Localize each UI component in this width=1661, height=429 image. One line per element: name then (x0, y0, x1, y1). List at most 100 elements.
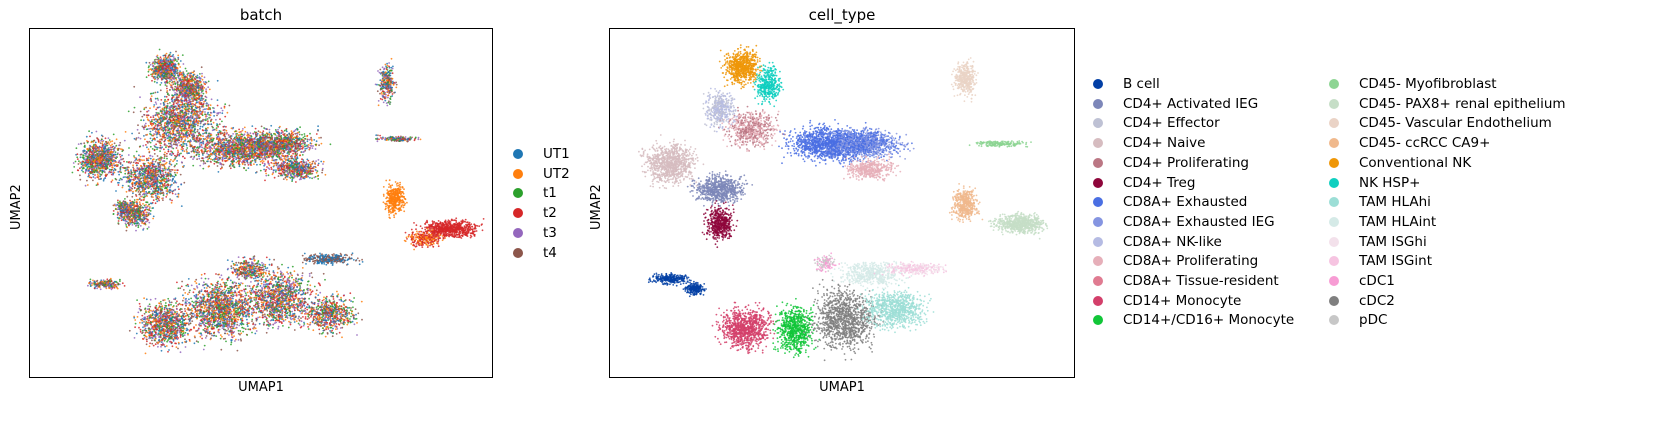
scatter-point (224, 135, 227, 138)
scatter-point (159, 165, 162, 167)
scatter-point (134, 176, 137, 179)
scatter-point (175, 155, 178, 158)
scatter-point (165, 107, 168, 110)
scatter-point (195, 90, 198, 92)
scatter-point (159, 119, 162, 122)
scatter-point (186, 74, 189, 77)
scatter-point (153, 137, 156, 140)
scatter-point (154, 97, 157, 100)
scatter-point (165, 52, 168, 55)
scatter-point (186, 85, 189, 88)
scatter-point (212, 121, 215, 124)
scatter-point (154, 188, 157, 191)
scatter-point (164, 167, 167, 170)
scatter-point (147, 187, 150, 190)
scatter-point (153, 163, 156, 166)
scatter-point (192, 124, 195, 127)
scatter-point (177, 117, 179, 120)
scatter-point (171, 66, 174, 69)
scatter-point (126, 195, 129, 198)
scatter-point (155, 146, 157, 149)
scatter-point (119, 169, 122, 171)
scatter-point (209, 160, 212, 163)
scatter-point (97, 139, 100, 142)
scatter-point (127, 169, 129, 172)
scatter-point (166, 190, 169, 193)
scatter-point (205, 102, 208, 105)
scatter-point (191, 117, 194, 119)
scatter-point (173, 59, 176, 62)
scatter-point (95, 184, 98, 187)
scatter-point (168, 139, 171, 141)
scatter-point (151, 79, 153, 82)
scatter-point (167, 129, 170, 132)
scatter-point (94, 154, 97, 157)
scatter-point (146, 116, 148, 119)
scatter-point (202, 167, 205, 170)
scatter-point (172, 83, 175, 86)
scatter-point (167, 98, 170, 101)
scatter-point (130, 173, 133, 176)
scatter-point (199, 133, 202, 136)
scatter-point (179, 77, 182, 80)
scatter-point (148, 127, 151, 130)
scatter-point (177, 134, 180, 137)
scatter-point (205, 135, 208, 138)
scatter-point (161, 74, 164, 77)
scatter-point (210, 118, 213, 121)
scatter-point (98, 164, 101, 167)
scatter-point (196, 94, 198, 97)
scatter-point (135, 150, 138, 153)
scatter-point (178, 100, 181, 103)
scatter-point (113, 171, 116, 174)
scatter-point (194, 83, 197, 85)
scatter-point (112, 133, 115, 136)
scatter-point (168, 82, 171, 85)
scatter-point (204, 111, 206, 113)
scatter-point (187, 101, 190, 104)
scatter-point (186, 105, 189, 108)
scatter-point (143, 108, 146, 111)
scatter-point (97, 175, 100, 178)
scatter-point (110, 171, 113, 174)
scatter-point (215, 160, 218, 163)
scatter-point (153, 182, 156, 185)
scatter-point (165, 63, 168, 66)
scatter-point (154, 91, 157, 94)
scatter-point (98, 156, 100, 159)
scatter-point (172, 77, 175, 80)
scatter-point (196, 101, 198, 104)
scatter-point (89, 156, 92, 158)
scatter-point (199, 139, 202, 141)
scatter-point (78, 160, 80, 163)
scatter-point (193, 97, 196, 100)
scatter-point (156, 81, 158, 84)
scatter-point (75, 147, 78, 150)
scatter-point (147, 191, 150, 194)
scatter-point (189, 76, 192, 79)
scatter-point (82, 160, 84, 163)
scatter-point (144, 171, 147, 173)
scatter-point (175, 114, 178, 116)
scatter-point (148, 167, 150, 170)
scatter-point (96, 182, 99, 185)
scatter-point (151, 128, 154, 131)
scatter-point (168, 165, 171, 168)
scatter-point (107, 171, 110, 174)
scatter-point (195, 98, 197, 101)
scatter-point (161, 134, 164, 136)
batch-plot-title: batch (29, 6, 493, 24)
scatter-point (207, 160, 209, 163)
scatter-point (148, 65, 150, 68)
scatter-point (84, 184, 87, 187)
scatter-point (154, 125, 157, 127)
scatter-point (149, 107, 151, 110)
scatter-point (180, 97, 183, 100)
scatter-point (196, 86, 199, 89)
scatter-point (129, 180, 132, 182)
scatter-point (165, 81, 168, 83)
scatter-point (145, 76, 148, 79)
scatter-point (152, 122, 154, 125)
scatter-point (84, 150, 86, 152)
scatter-point (132, 161, 135, 164)
